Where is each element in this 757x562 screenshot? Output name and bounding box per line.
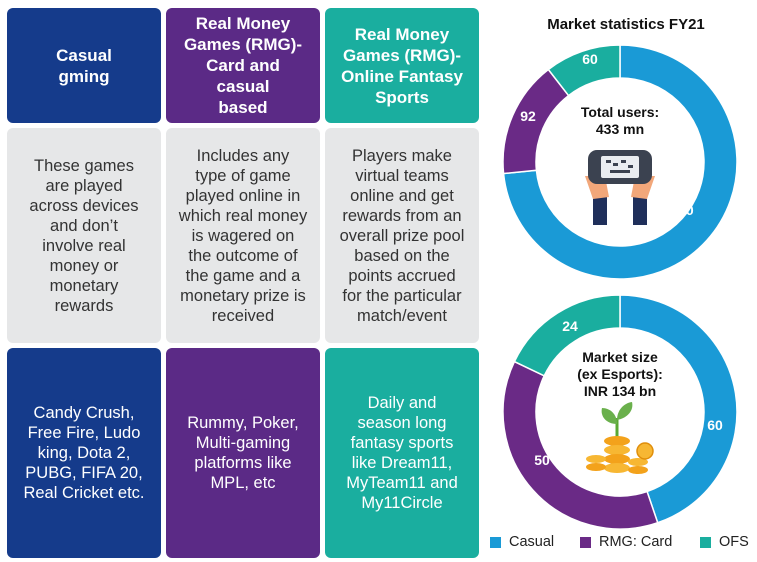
legend-item-rmg-card: RMG: Card <box>580 534 672 550</box>
money-plant-coins-icon <box>586 402 654 474</box>
donut2-slice-casual <box>619 294 738 524</box>
legend-item-casual: Casual <box>490 534 554 550</box>
legend-swatch-casual <box>490 536 501 548</box>
description-rmg-card: Includes any type of game played online … <box>166 128 320 343</box>
donut2-center-label-line: (ex Esports): <box>577 366 663 382</box>
donut1-slice-ofs <box>547 44 621 97</box>
examples-ofs-text: Daily and season long fantasy sports lik… <box>346 394 458 512</box>
examples-casual: Candy Crush, Free Fire, Ludo king, Dota … <box>7 348 161 558</box>
donut1-center-label-line: 433 mn <box>596 121 644 137</box>
donut2-center-label-line: Market size <box>582 349 658 365</box>
donut1-center-label-line: Total users: <box>581 104 659 120</box>
header-casual: Casual gming <box>7 8 161 123</box>
legend-label-ofs: OFS <box>719 534 749 550</box>
donut2-data-label-casual: 60 <box>707 417 723 433</box>
legend-swatch-rmg-card <box>580 536 591 548</box>
legend-item-ofs: OFS <box>700 534 749 550</box>
donut2-slice-rmg-card <box>502 360 659 530</box>
donut1-data-label-casual: 420 <box>670 202 694 218</box>
description-ofs-text: Players make virtual teams online and ge… <box>339 146 465 325</box>
donut2-slice-ofs <box>513 294 621 377</box>
examples-rmg-card-text: Rummy, Poker, Multi-gaming platforms lik… <box>187 414 299 492</box>
donut1-data-label-ofs: 60 <box>582 51 598 67</box>
donut1-slice-casual <box>502 44 738 280</box>
description-casual: These games are played across devices an… <box>7 128 161 343</box>
donut1-data-label-rmg-card: 92 <box>520 108 536 124</box>
header-ofs-label: Real Money Games (RMG)- Online Fantasy S… <box>341 24 463 107</box>
legend-swatch-ofs <box>700 536 711 548</box>
header-rmg-card: Real Money Games (RMG)- Card and casual … <box>166 8 320 123</box>
examples-casual-text: Candy Crush, Free Fire, Ludo king, Dota … <box>23 404 145 502</box>
examples-rmg-card: Rummy, Poker, Multi-gaming platforms lik… <box>166 348 320 558</box>
header-ofs: Real Money Games (RMG)- Online Fantasy S… <box>325 8 479 123</box>
description-casual-text: These games are played across devices an… <box>29 156 139 315</box>
donut2-data-label-ofs: 24 <box>562 318 578 334</box>
legend-label-rmg-card: RMG: Card <box>599 534 673 550</box>
gamepad-hands-icon <box>585 150 655 225</box>
donut2-center-label-line: INR 134 bn <box>584 383 656 399</box>
description-rmg-card-text: Includes any type of game played online … <box>178 146 308 325</box>
examples-ofs: Daily and season long fantasy sports lik… <box>325 348 479 558</box>
donut2-data-label-rmg-card: 50 <box>534 452 550 468</box>
header-rmg-card-label: Real Money Games (RMG)- Card and casual … <box>183 14 303 117</box>
chart-title: Market statistics FY21 <box>547 16 705 33</box>
header-casual-label: Casual gming <box>56 45 112 86</box>
description-ofs: Players make virtual teams online and ge… <box>325 128 479 343</box>
legend-label-casual: Casual <box>509 534 555 550</box>
donut-chart-users: 420 92 60 Total users:433 mn <box>502 44 738 280</box>
